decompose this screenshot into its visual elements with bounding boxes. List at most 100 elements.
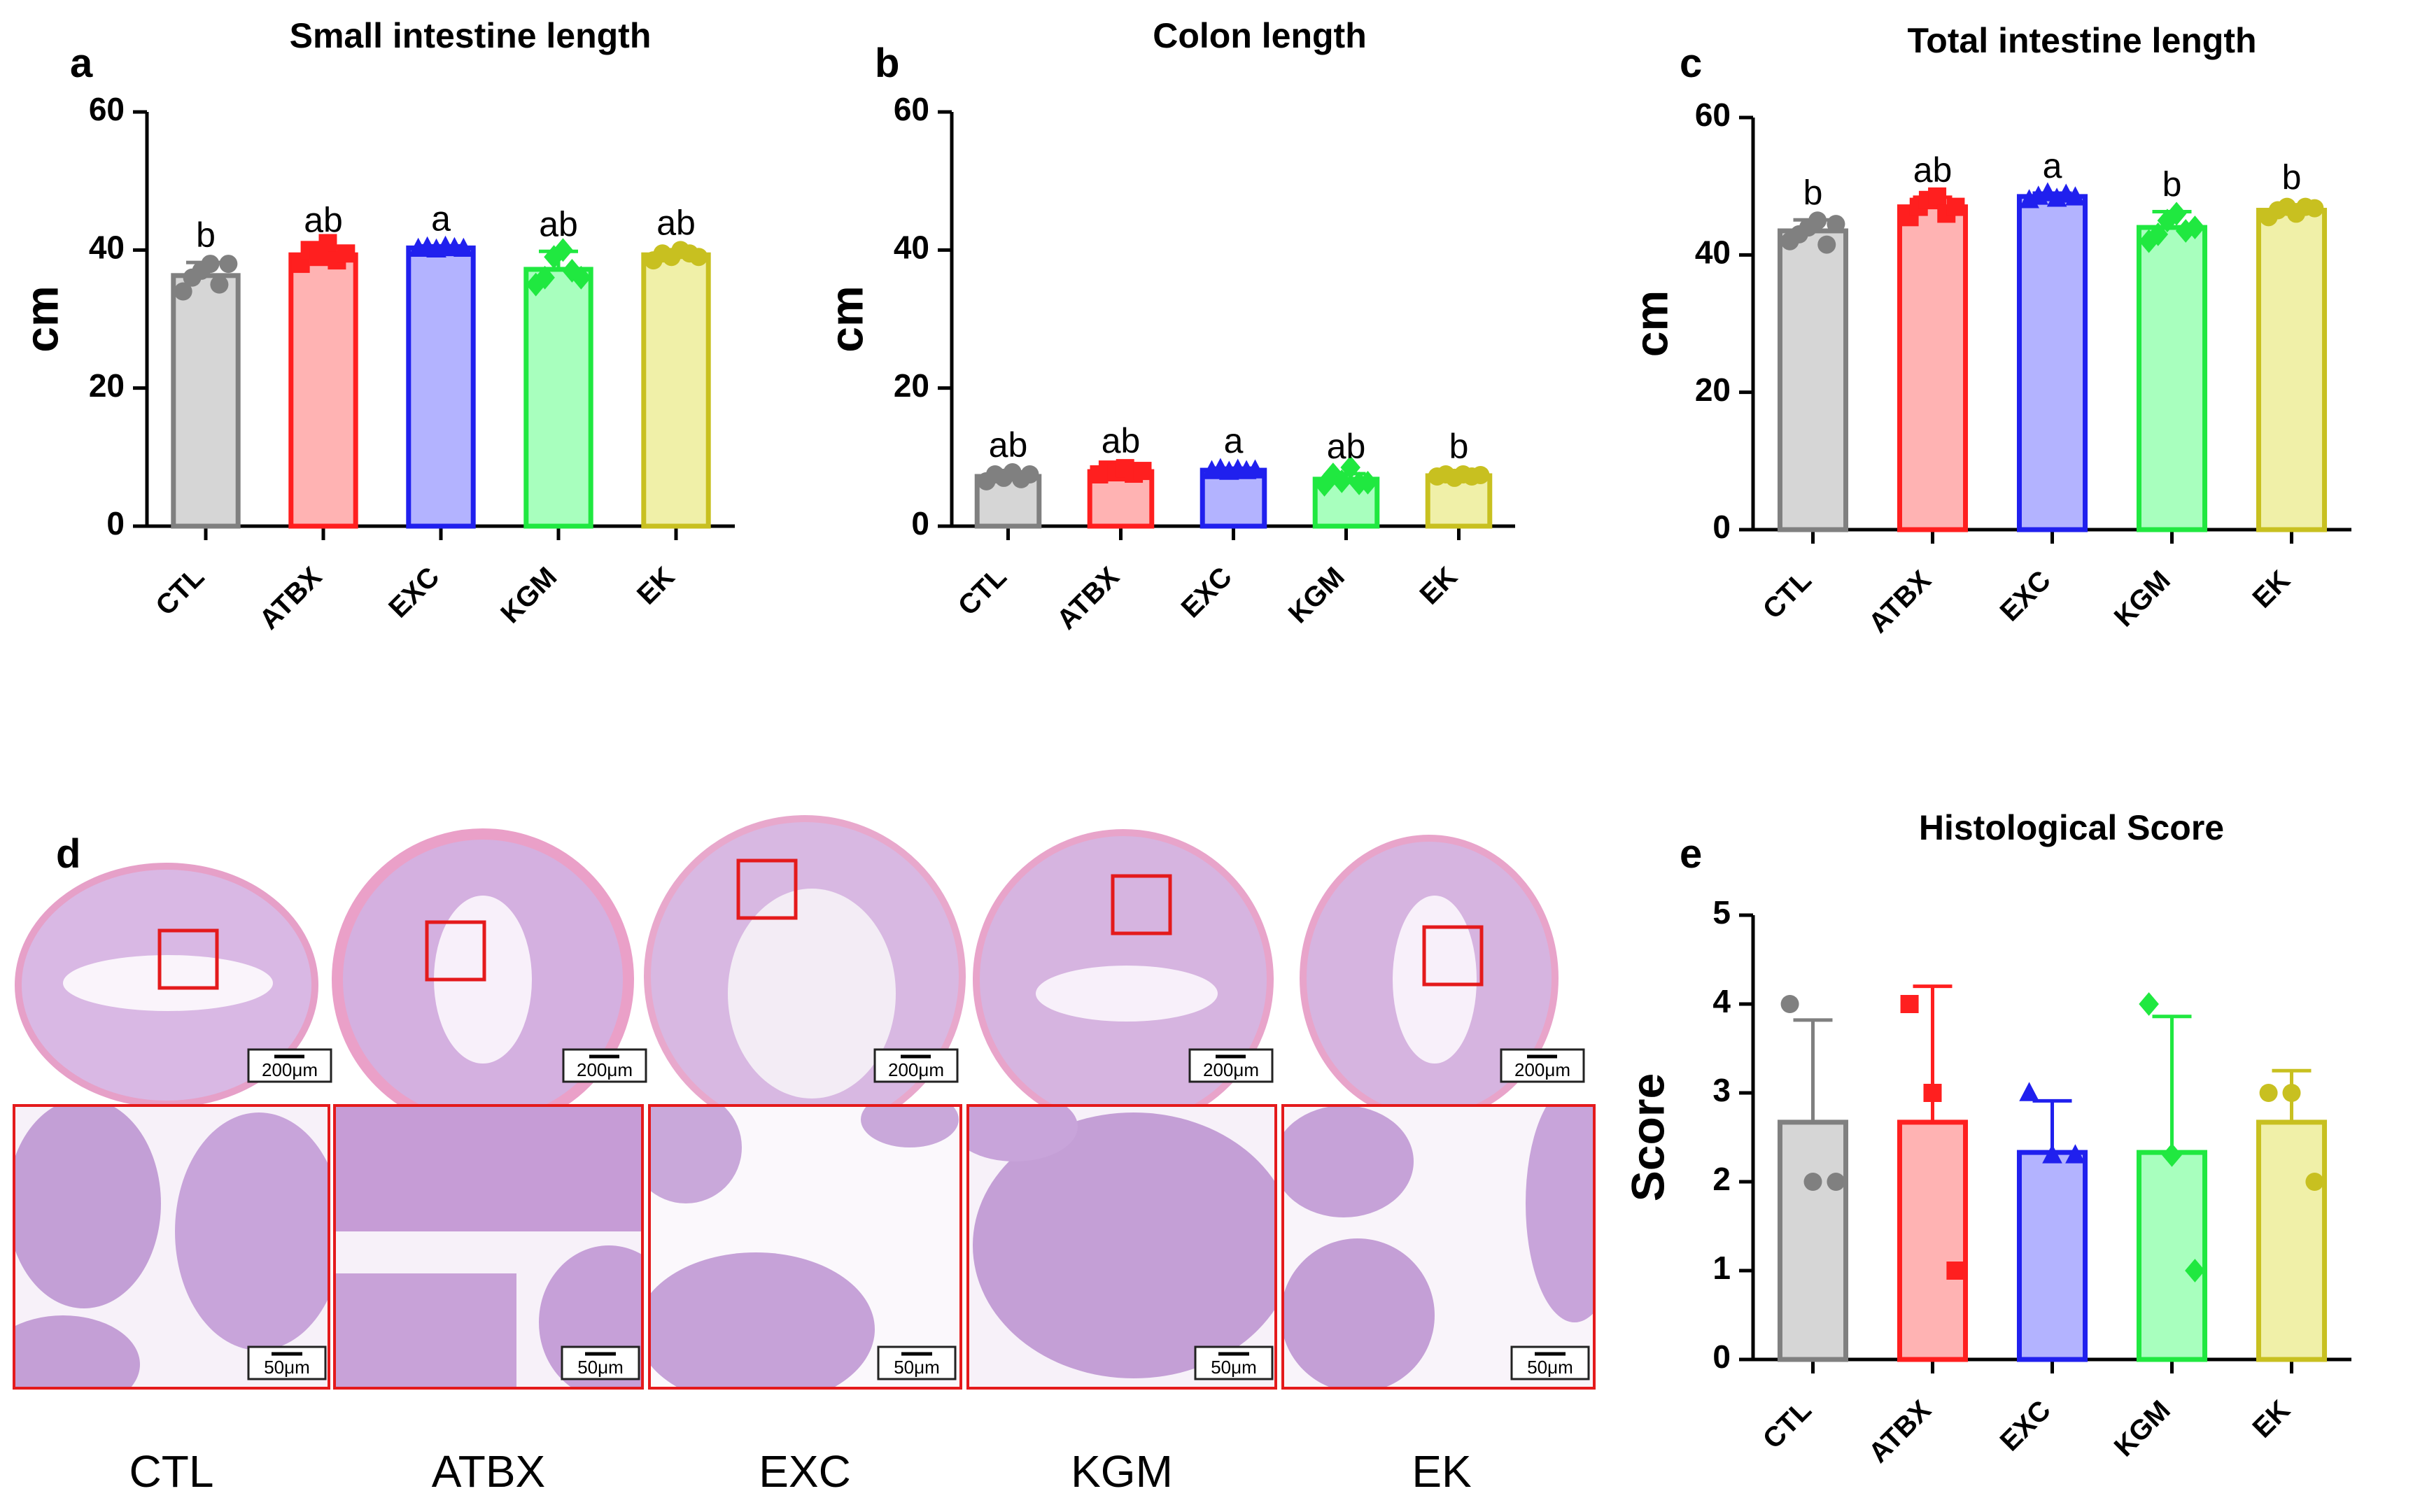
y-tick-label: 60: [1695, 97, 1731, 133]
data-point: [689, 248, 708, 267]
overview-atbx: 200μm: [332, 828, 647, 1131]
scale-label: 50μm: [894, 1357, 940, 1378]
data-point: [2185, 216, 2205, 239]
crypt: [14, 1105, 161, 1308]
y-tick-label: 20: [894, 367, 929, 404]
data-point: [2282, 1084, 2301, 1102]
bar-ek: [2256, 1119, 2328, 1362]
data-point: [1245, 459, 1265, 479]
bar-ek: [641, 252, 711, 529]
detail-exc: 50μm: [648, 1104, 962, 1390]
data-point: [1923, 1084, 1942, 1102]
detail-frame: [966, 1104, 1277, 1390]
overview-ek: 200μm: [1300, 835, 1585, 1122]
x-tick-label-atbx: ATBX: [1051, 561, 1125, 635]
y-tick-label: 40: [1695, 234, 1731, 270]
panel-label-c: c: [1680, 41, 1702, 86]
bar-kgm: [523, 267, 593, 529]
y-tick-label: 20: [1695, 372, 1731, 408]
detail-frame: [648, 1104, 962, 1390]
data-point: [2065, 1144, 2085, 1164]
x-tick-label-exc: EXC: [1995, 1394, 2057, 1457]
y-tick-label: 0: [1712, 1338, 1731, 1375]
detail-atbx: 50μm: [333, 1104, 644, 1390]
overview-kgm: 200μm: [973, 829, 1274, 1130]
significance-letter: a: [1224, 421, 1244, 460]
data-point: [337, 244, 356, 263]
chart-title: Histological Score: [1919, 808, 2224, 847]
data-point: [535, 265, 555, 290]
tissue-lumen: [1036, 966, 1218, 1022]
bar-atbx: [1897, 204, 1969, 532]
scale-label: 200μm: [888, 1059, 944, 1080]
crypt: [649, 1105, 742, 1203]
data-point: [1946, 1262, 1965, 1280]
significance-letter: b: [196, 216, 216, 255]
bar-ctl: [1777, 228, 1849, 532]
significance-letter: ab: [989, 425, 1028, 465]
data-point: [1827, 1173, 1845, 1191]
panel-label-d: d: [56, 831, 80, 877]
x-tick-label-ctl: CTL: [1757, 565, 1817, 625]
x-tick-label-exc: EXC: [383, 561, 445, 623]
bar-kgm: [2136, 1150, 2208, 1362]
crypt: [335, 1105, 642, 1231]
data-point: [2185, 1259, 2205, 1283]
histology-label-atbx: ATBX: [432, 1446, 545, 1497]
chart-title: Small intestine length: [290, 16, 652, 55]
detail-frame: [333, 1104, 644, 1390]
tissue-lumen: [728, 889, 896, 1098]
roi-box: [736, 859, 798, 920]
data-point: [1340, 455, 1360, 480]
panel-label-b: b: [875, 41, 899, 86]
chart-total-intestine: Total intestine lengthcm0204060bCTLabATB…: [1625, 21, 2351, 639]
data-point: [453, 237, 474, 257]
crypt: [1283, 1238, 1435, 1388]
data-point: [1358, 470, 1378, 495]
bar-kgm: [2136, 225, 2208, 532]
scale-label: 200μm: [1514, 1059, 1570, 1080]
x-tick-label-kgm: KGM: [1283, 561, 1351, 629]
data-point: [544, 245, 564, 269]
y-tick-label: 2: [1712, 1161, 1731, 1197]
crypt: [175, 1112, 329, 1350]
bar-atbx: [288, 252, 358, 529]
crypt: [968, 1105, 1078, 1161]
histology-label-exc: EXC: [759, 1446, 851, 1497]
y-axis-label: cm: [1625, 290, 1677, 357]
data-point: [2166, 202, 2187, 226]
data-point: [1020, 465, 1039, 483]
x-tick-label-ek: EK: [631, 561, 680, 610]
data-point: [2065, 186, 2085, 206]
y-tick-label: 0: [1712, 509, 1731, 545]
y-tick-label: 4: [1712, 983, 1731, 1019]
chart-small-intestine: Small intestine length cm 0 20 40 60 b CTL ab ATB…: [15, 16, 735, 635]
scale-label: 50μm: [1211, 1357, 1257, 1378]
data-point: [2042, 1144, 2062, 1164]
data-point: [2305, 1173, 2324, 1191]
significance-letter: ab: [539, 204, 578, 243]
significance-letter: b: [2282, 158, 2302, 197]
bar-ctl: [171, 273, 241, 529]
bar-exc: [406, 245, 476, 529]
crypt: [649, 1252, 875, 1388]
roi-box: [1111, 874, 1172, 935]
x-tick-label-ctl: CTL: [1757, 1394, 1817, 1455]
data-point: [1133, 462, 1152, 481]
data-point: [2139, 992, 2159, 1016]
x-tick-label-kgm: KGM: [2109, 565, 2176, 633]
y-tick-label: 60: [89, 91, 125, 127]
data-point: [2148, 222, 2169, 246]
x-tick-label-exc: EXC: [1176, 561, 1238, 623]
x-tick-label-ek: EK: [2246, 1394, 2295, 1443]
y-tick-label: 1: [1712, 1250, 1731, 1286]
detail-frame: [13, 1104, 330, 1390]
data-point: [1946, 197, 1965, 216]
chart-title: Total intestine length: [1907, 21, 2256, 60]
data-point: [219, 255, 238, 274]
x-tick-label-ctl: CTL: [952, 561, 1013, 621]
y-tick-label: 60: [894, 91, 929, 127]
roi-box: [425, 920, 486, 982]
y-tick-label: 0: [911, 505, 929, 542]
x-tick-label-ek: EK: [1414, 561, 1463, 610]
